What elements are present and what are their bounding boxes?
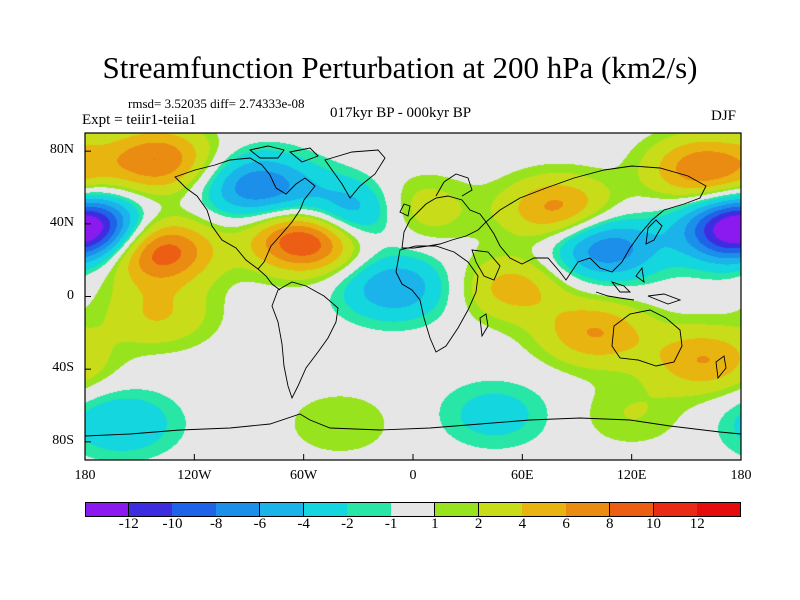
colorbar-label: 6 [562, 516, 570, 532]
colorbar-swatch [128, 502, 173, 517]
x-tick-label: 0 [409, 468, 417, 483]
colorbar-label: 10 [646, 516, 662, 532]
colorbar-label: 8 [606, 516, 614, 532]
colorbar-swatch [566, 502, 611, 517]
x-tick-label: 180 [730, 468, 752, 483]
colorbar-swatch [172, 502, 217, 517]
colorbar-label: 4 [518, 516, 527, 532]
colorbar-swatch [653, 502, 698, 517]
colorbar-swatch [85, 502, 130, 517]
x-tick-label: 120W [177, 468, 212, 483]
colorbar-label: -12 [118, 516, 139, 532]
period-label: 017kyr BP - 000kyr BP [330, 105, 472, 121]
colorbar-label: -6 [253, 516, 267, 532]
page-title: Streamfunction Perturbation at 200 hPa (… [102, 50, 698, 85]
streamfunction-field [85, 133, 741, 460]
colorbar-swatch [522, 502, 567, 517]
experiment-label: Expt = teiir1-teiia1 [82, 112, 197, 128]
colorbar-label: 12 [689, 516, 705, 532]
x-tick-label: 60E [511, 468, 534, 483]
y-tick-label: 40N [49, 214, 74, 230]
colorbar-label: -1 [384, 516, 398, 532]
colorbar-label: -4 [297, 516, 310, 532]
colorbar-frame [85, 502, 741, 517]
x-tick-label: 120E [616, 468, 647, 483]
colorbar-label: 2 [474, 516, 483, 532]
stats-text: rmsd= 3.52035 diff= 2.74333e-08 [128, 96, 305, 111]
colorbar-label: -10 [162, 516, 183, 532]
season-label: DJF [711, 108, 737, 124]
y-tick-label: 80S [52, 432, 74, 448]
x-tick-label: 180 [74, 468, 96, 483]
y-tick-label: 80N [49, 142, 74, 158]
y-tick-label: 0 [67, 287, 74, 303]
colorbar-label: 1 [431, 516, 439, 532]
colorbar-label: -8 [209, 516, 223, 532]
colorbar-swatch [303, 502, 348, 517]
colorbar-swatch [216, 502, 261, 517]
y-tick-label: 40S [52, 360, 74, 376]
colorbar-swatch [478, 502, 523, 517]
x-tick-label: 60W [290, 468, 318, 483]
colorbar-swatch [434, 502, 480, 517]
colorbar-label: -2 [341, 516, 354, 532]
colorbar-swatch [259, 502, 305, 517]
colorbar-swatch [609, 502, 655, 517]
colorbar-swatch [391, 502, 436, 517]
colorbar-swatch [347, 502, 392, 517]
coastlines [85, 145, 741, 437]
